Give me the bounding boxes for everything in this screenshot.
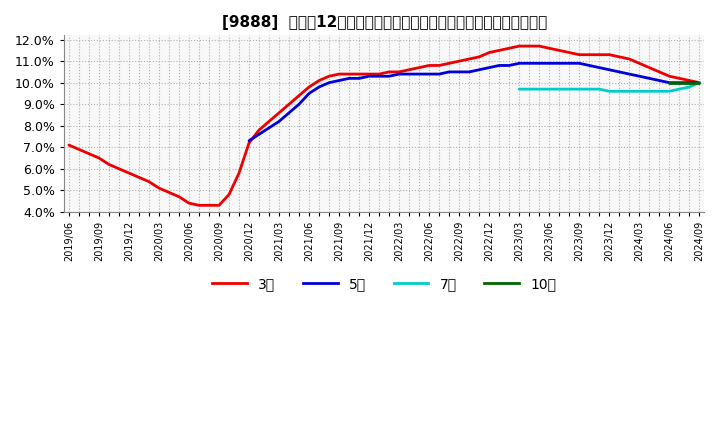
Legend: 3年, 5年, 7年, 10年: 3年, 5年, 7年, 10年 [207, 271, 562, 297]
Title: [9888]  売上高12か月移動合計の対前年同期増減率の標準偏差の推移: [9888] 売上高12か月移動合計の対前年同期増減率の標準偏差の推移 [222, 15, 546, 30]
